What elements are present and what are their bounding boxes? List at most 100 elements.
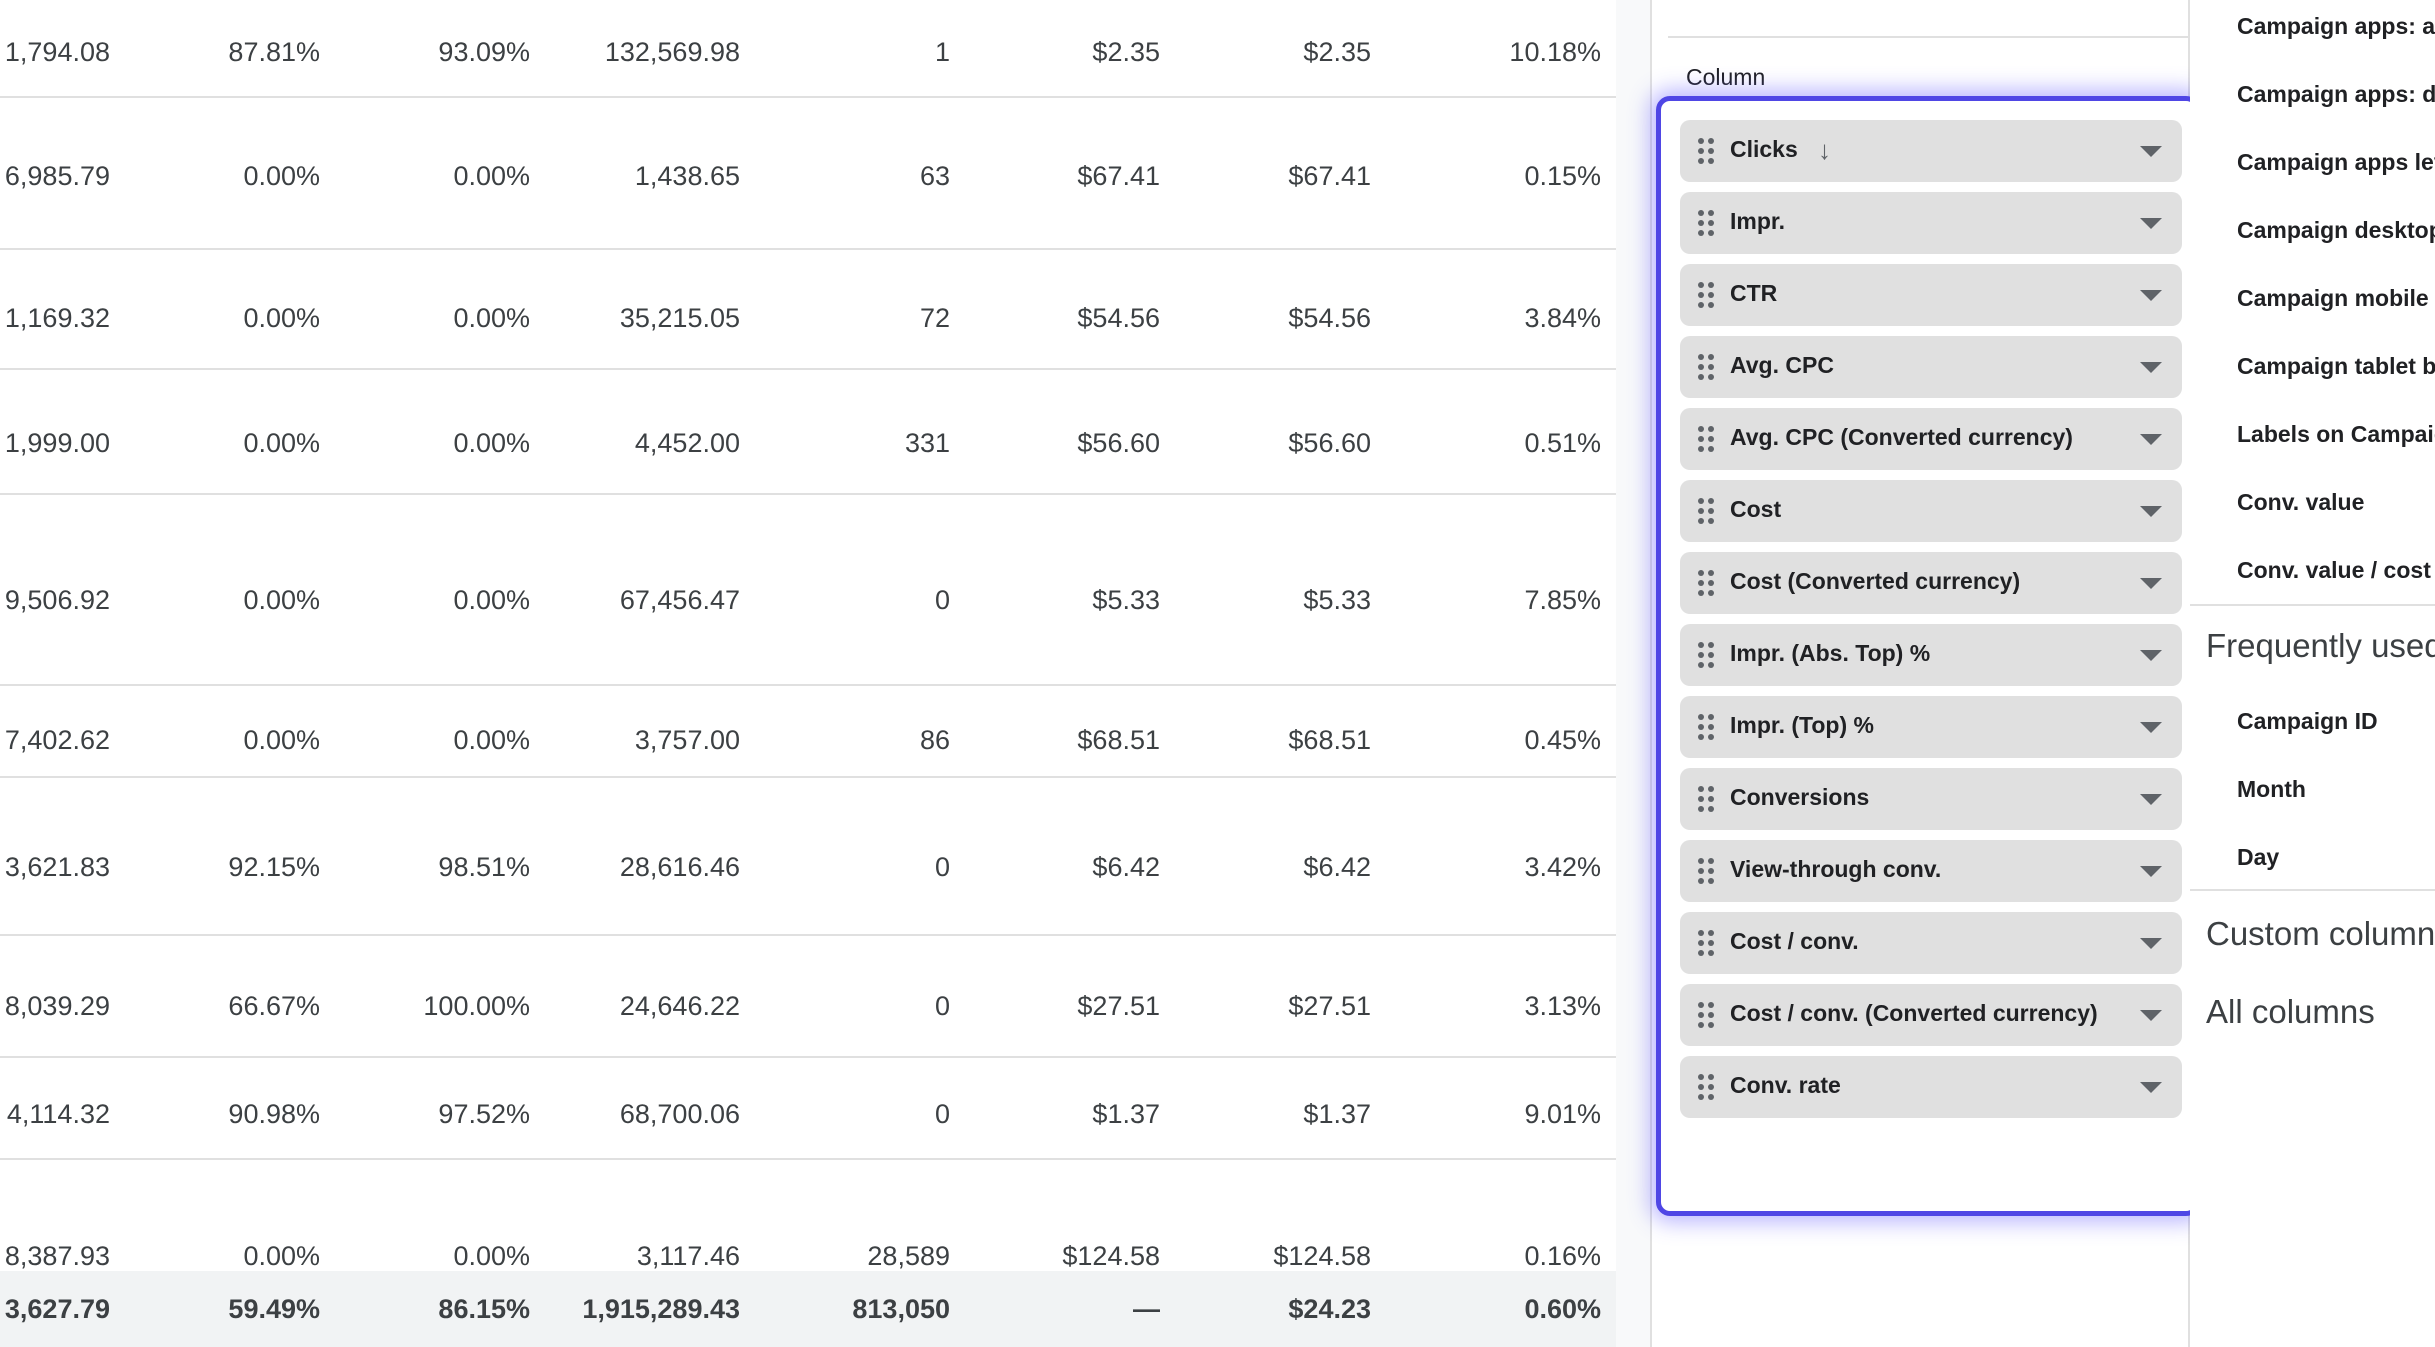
table-cell: 7,402.62 xyxy=(4,725,110,755)
table-cell: $27.51 xyxy=(1288,991,1371,1021)
table-cell: 0.15% xyxy=(1524,161,1601,191)
column-option-campaign-tablet-bi[interactable]: Campaign tablet bi xyxy=(2237,353,2435,379)
column-chip-ctr[interactable]: CTR xyxy=(1680,264,2182,326)
dropdown-arrow-icon[interactable] xyxy=(2140,794,2162,805)
drag-handle-icon[interactable] xyxy=(1698,930,1714,956)
dropdown-arrow-icon[interactable] xyxy=(2140,506,2162,517)
totals-cell: 86.15% xyxy=(438,1294,530,1324)
table-cell: $27.51 xyxy=(1077,991,1160,1021)
dropdown-arrow-icon[interactable] xyxy=(2140,218,2162,229)
table-row: 7,402.62 0.00% 0.00% 3,757.00 86 $68.51 $68.51… xyxy=(0,686,1616,778)
table-cell: 66.67% xyxy=(228,991,320,1021)
column-option-campaign-apps-di[interactable]: Campaign apps: di xyxy=(2237,81,2435,107)
dropdown-arrow-icon[interactable] xyxy=(2140,1082,2162,1093)
drag-handle-icon[interactable] xyxy=(1698,426,1714,452)
table-cell: 0.00% xyxy=(243,303,320,333)
column-option-month[interactable]: Month xyxy=(2237,776,2306,802)
totals-row: 3,627.79 59.49% 86.15% 1,915,289.43 813,050 —… xyxy=(0,1271,1616,1347)
table-cell: 9.01% xyxy=(1524,1099,1601,1129)
table-cell: 87.81% xyxy=(228,37,320,67)
dropdown-arrow-icon[interactable] xyxy=(2140,578,2162,589)
table-row: 6,985.79 0.00% 0.00% 1,438.65 63 $67.41 $67.41… xyxy=(0,98,1616,250)
drag-handle-icon[interactable] xyxy=(1698,282,1714,308)
column-chip-impr-top[interactable]: Impr. (Top) % xyxy=(1680,696,2182,758)
column-chip-avg-cpc-converted-currency[interactable]: Avg. CPC (Converted currency) xyxy=(1680,408,2182,470)
drag-handle-icon[interactable] xyxy=(1698,210,1714,236)
column-chip-cost-conv[interactable]: Cost / conv. xyxy=(1680,912,2182,974)
column-chip-label: Conversions xyxy=(1730,784,1870,810)
table-cell: 90.98% xyxy=(228,1099,320,1129)
table-cell: 0 xyxy=(934,991,950,1021)
column-chip-clicks[interactable]: Clicks ↓ xyxy=(1680,120,2182,182)
column-option-conv-value-cost[interactable]: Conv. value / cost xyxy=(2237,557,2431,583)
dropdown-arrow-icon[interactable] xyxy=(2140,650,2162,661)
table-cell: 0.16% xyxy=(1524,1241,1601,1271)
dropdown-arrow-icon[interactable] xyxy=(2140,290,2162,301)
frequently-used-heading[interactable]: Frequently used xyxy=(2206,627,2435,664)
totals-cell: 1,915,289.43 xyxy=(582,1294,740,1324)
table-cell: $124.58 xyxy=(1062,1241,1160,1271)
available-columns-list: Campaign apps: ac Campaign apps: di Campai… xyxy=(2190,0,2435,1347)
table-cell: 0.00% xyxy=(453,161,530,191)
drag-handle-icon[interactable] xyxy=(1698,570,1714,596)
drag-handle-icon[interactable] xyxy=(1698,1002,1714,1028)
column-chip-impr[interactable]: Impr. xyxy=(1680,192,2182,254)
table-cell: 1,999.00 xyxy=(4,428,110,458)
table-cell: $56.60 xyxy=(1077,428,1160,458)
dropdown-arrow-icon[interactable] xyxy=(2140,362,2162,373)
column-option-campaign-desktop[interactable]: Campaign desktop xyxy=(2237,217,2435,243)
dropdown-arrow-icon[interactable] xyxy=(2140,1010,2162,1021)
table-cell: 100.00% xyxy=(423,991,530,1021)
drag-handle-icon[interactable] xyxy=(1698,786,1714,812)
column-option-campaign-mobile-b[interactable]: Campaign mobile b xyxy=(2237,285,2435,311)
table-cell: 93.09% xyxy=(438,37,530,67)
column-chip-conversions[interactable]: Conversions xyxy=(1680,768,2182,830)
table-cell: $2.35 xyxy=(1303,37,1371,67)
divider xyxy=(1668,36,2188,38)
column-chip-label: Avg. CPC (Converted currency) xyxy=(1730,424,2073,450)
drag-handle-icon[interactable] xyxy=(1698,138,1714,164)
table-cell: 0.00% xyxy=(243,585,320,615)
dropdown-arrow-icon[interactable] xyxy=(2140,938,2162,949)
column-option-campaign-apps-lev[interactable]: Campaign apps lev xyxy=(2237,149,2435,175)
drag-handle-icon[interactable] xyxy=(1698,714,1714,740)
column-option-day[interactable]: Day xyxy=(2237,844,2280,870)
drag-handle-icon[interactable] xyxy=(1698,354,1714,380)
dropdown-arrow-icon[interactable] xyxy=(2140,722,2162,733)
column-chip-label: Cost / conv. (Converted currency) xyxy=(1730,1000,2098,1026)
column-chip-cost[interactable]: Cost xyxy=(1680,480,2182,542)
dropdown-arrow-icon[interactable] xyxy=(2140,434,2162,445)
column-option-labels-on-campaig[interactable]: Labels on Campaig xyxy=(2237,421,2435,447)
table-cell: $1.37 xyxy=(1092,1099,1160,1129)
table-row: 1,169.32 0.00% 0.00% 35,215.05 72 $54.56 $54.5… xyxy=(0,250,1616,370)
dropdown-arrow-icon[interactable] xyxy=(2140,146,2162,157)
table-cell: 3.84% xyxy=(1524,303,1601,333)
all-columns-heading[interactable]: All columns xyxy=(2206,993,2375,1030)
divider xyxy=(2190,889,2435,891)
table-cell: 92.15% xyxy=(228,852,320,882)
column-option-conv-value[interactable]: Conv. value xyxy=(2237,489,2365,515)
custom-columns-heading[interactable]: Custom columns xyxy=(2206,915,2435,952)
column-chip-cost-conv-converted-currency[interactable]: Cost / conv. (Converted currency) xyxy=(1680,984,2182,1046)
drag-handle-icon[interactable] xyxy=(1698,1074,1714,1100)
dropdown-arrow-icon[interactable] xyxy=(2140,866,2162,877)
divider xyxy=(2190,604,2435,606)
table-cell: $5.33 xyxy=(1092,585,1160,615)
arrow-down-icon[interactable]: ↓ xyxy=(1818,135,1831,165)
drag-handle-icon[interactable] xyxy=(1698,498,1714,524)
column-chip-conv-rate[interactable]: Conv. rate xyxy=(1680,1056,2182,1118)
table-cell: 0.00% xyxy=(453,428,530,458)
table-cell: 6,985.79 xyxy=(4,161,110,191)
column-chip-label: Impr. xyxy=(1730,208,1785,234)
column-section-title: Column xyxy=(1686,64,1766,90)
drag-handle-icon[interactable] xyxy=(1698,858,1714,884)
column-chip-view-through-conv[interactable]: View-through conv. xyxy=(1680,840,2182,902)
column-chip-impr-abs-top[interactable]: Impr. (Abs. Top) % xyxy=(1680,624,2182,686)
column-chip-label: Cost (Converted currency) xyxy=(1730,568,2021,594)
column-chip-avg-cpc[interactable]: Avg. CPC xyxy=(1680,336,2182,398)
column-option-campaign-apps-ac[interactable]: Campaign apps: ac xyxy=(2237,13,2435,39)
selected-columns-list[interactable]: Clicks ↓ Impr. CTR Avg. CPC Avg. CPC (Convert… xyxy=(1656,96,2200,1216)
column-option-campaign-id[interactable]: Campaign ID xyxy=(2237,708,2378,734)
column-chip-cost-converted-currency[interactable]: Cost (Converted currency) xyxy=(1680,552,2182,614)
drag-handle-icon[interactable] xyxy=(1698,642,1714,668)
